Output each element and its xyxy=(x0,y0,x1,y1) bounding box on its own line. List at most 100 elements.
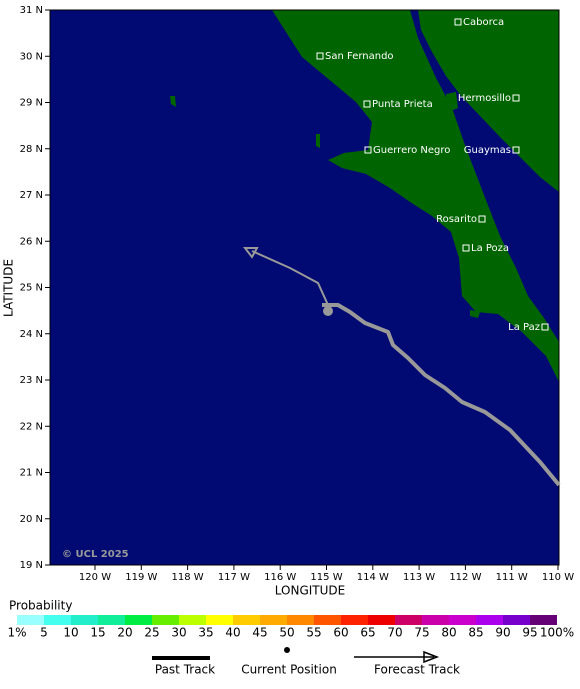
scale-swatch xyxy=(98,615,125,625)
scale-swatch xyxy=(476,615,503,625)
place-label: Hermosillo xyxy=(458,93,511,104)
scale-swatch xyxy=(233,615,260,625)
lon-tick-label: 118 W xyxy=(172,572,204,583)
place-marker xyxy=(512,94,520,102)
lon-tick-label: 113 W xyxy=(403,572,435,583)
lat-tick-label: 19 N xyxy=(20,560,43,571)
lon-tick-label: 110 W xyxy=(542,572,574,583)
lat-tick-label: 26 N xyxy=(20,236,43,247)
forecast-track-key-arrow xyxy=(423,650,440,664)
lat-tick-label: 22 N xyxy=(20,421,43,432)
place-label: Punta Prieta xyxy=(372,99,433,110)
scale-swatch xyxy=(125,615,152,625)
scale-swatch xyxy=(44,615,71,625)
lat-tick-label: 20 N xyxy=(20,514,43,525)
place-label: San Fernando xyxy=(325,51,394,62)
scale-swatch xyxy=(422,615,449,625)
current-position xyxy=(323,306,333,316)
scale-label: 70 xyxy=(387,626,402,640)
lon-tick-label: 117 W xyxy=(218,572,250,583)
scale-label: 90 xyxy=(495,626,510,640)
place-label: Guerrero Negro xyxy=(373,145,450,156)
lon-tick-label: 119 W xyxy=(125,572,157,583)
scale-label: 10 xyxy=(63,626,78,640)
lon-tick-label: 114 W xyxy=(357,572,389,583)
scale-swatch xyxy=(503,615,530,625)
place-marker xyxy=(363,100,371,108)
forecast-arrowhead xyxy=(242,247,259,259)
current-position-key xyxy=(284,647,290,653)
legend-title: Probability xyxy=(9,599,72,613)
lon-tick-label: 111 W xyxy=(496,572,528,583)
scale-swatch xyxy=(368,615,395,625)
scale-label: 35 xyxy=(198,626,213,640)
scale-swatch xyxy=(530,615,557,625)
scale-label: 5 xyxy=(40,626,48,640)
island xyxy=(170,96,176,107)
scale-swatch xyxy=(287,615,314,625)
scale-swatch xyxy=(179,615,206,625)
place-label: Caborca xyxy=(463,17,504,28)
scale-label: 50 xyxy=(279,626,294,640)
copyright: © UCL 2025 xyxy=(62,549,129,560)
scale-label: 100% xyxy=(540,626,574,640)
scale-label: 55 xyxy=(306,626,321,640)
lat-tick-label: 29 N xyxy=(20,98,43,109)
scale-label: 25 xyxy=(144,626,159,640)
scale-swatch xyxy=(260,615,287,625)
scale-label: 20 xyxy=(117,626,132,640)
island xyxy=(446,92,458,112)
scale-label: 45 xyxy=(252,626,267,640)
baja-peninsula xyxy=(272,10,559,382)
place-marker xyxy=(364,146,372,154)
lat-tick-label: 21 N xyxy=(20,468,43,479)
island xyxy=(316,134,320,148)
lat-tick-label: 28 N xyxy=(20,144,43,155)
lat-tick-label: 31 N xyxy=(20,5,43,16)
scale-label: 1% xyxy=(7,626,26,640)
place-marker xyxy=(512,146,520,154)
past-track xyxy=(322,303,561,487)
place-label: Rosarito xyxy=(436,214,477,225)
scale-label: 40 xyxy=(225,626,240,640)
place-marker xyxy=(478,215,486,223)
scale-swatch xyxy=(17,615,44,625)
lon-tick-label: 120 W xyxy=(79,572,111,583)
lat-tick-label: 23 N xyxy=(20,375,43,386)
lat-tick-label: 25 N xyxy=(20,283,43,294)
island xyxy=(394,78,406,96)
scale-label: 60 xyxy=(333,626,348,640)
scale-swatch xyxy=(314,615,341,625)
island xyxy=(470,310,480,318)
scale-swatch xyxy=(449,615,476,625)
place-label: La Paz xyxy=(508,322,540,333)
lat-tick-label: 24 N xyxy=(20,329,43,340)
lat-tick-label: 27 N xyxy=(20,190,43,201)
place-marker xyxy=(462,244,470,252)
forecast-track xyxy=(251,250,329,306)
scale-label: 30 xyxy=(171,626,186,640)
place-marker xyxy=(454,18,462,26)
past-track-label: Past Track xyxy=(155,663,215,677)
scale-label: 80 xyxy=(441,626,456,640)
scale-label: 85 xyxy=(468,626,483,640)
scale-swatch xyxy=(71,615,98,625)
place-label: La Poza xyxy=(471,243,509,254)
place-marker xyxy=(316,52,324,60)
scale-label: 15 xyxy=(90,626,105,640)
scale-swatch xyxy=(206,615,233,625)
scale-swatch xyxy=(395,615,422,625)
y-axis-title: LATITUDE xyxy=(2,259,16,317)
current-position-label: Current Position xyxy=(241,663,337,677)
scale-swatch xyxy=(152,615,179,625)
lat-tick-label: 30 N xyxy=(20,51,43,62)
scale-label: 65 xyxy=(360,626,375,640)
lon-tick-label: 115 W xyxy=(310,572,342,583)
scale-label: 75 xyxy=(414,626,429,640)
scale-swatch xyxy=(341,615,368,625)
place-marker xyxy=(541,323,549,331)
place-label: Guaymas xyxy=(464,145,511,156)
x-axis-title: LONGITUDE xyxy=(275,584,345,598)
lon-tick-label: 112 W xyxy=(449,572,481,583)
